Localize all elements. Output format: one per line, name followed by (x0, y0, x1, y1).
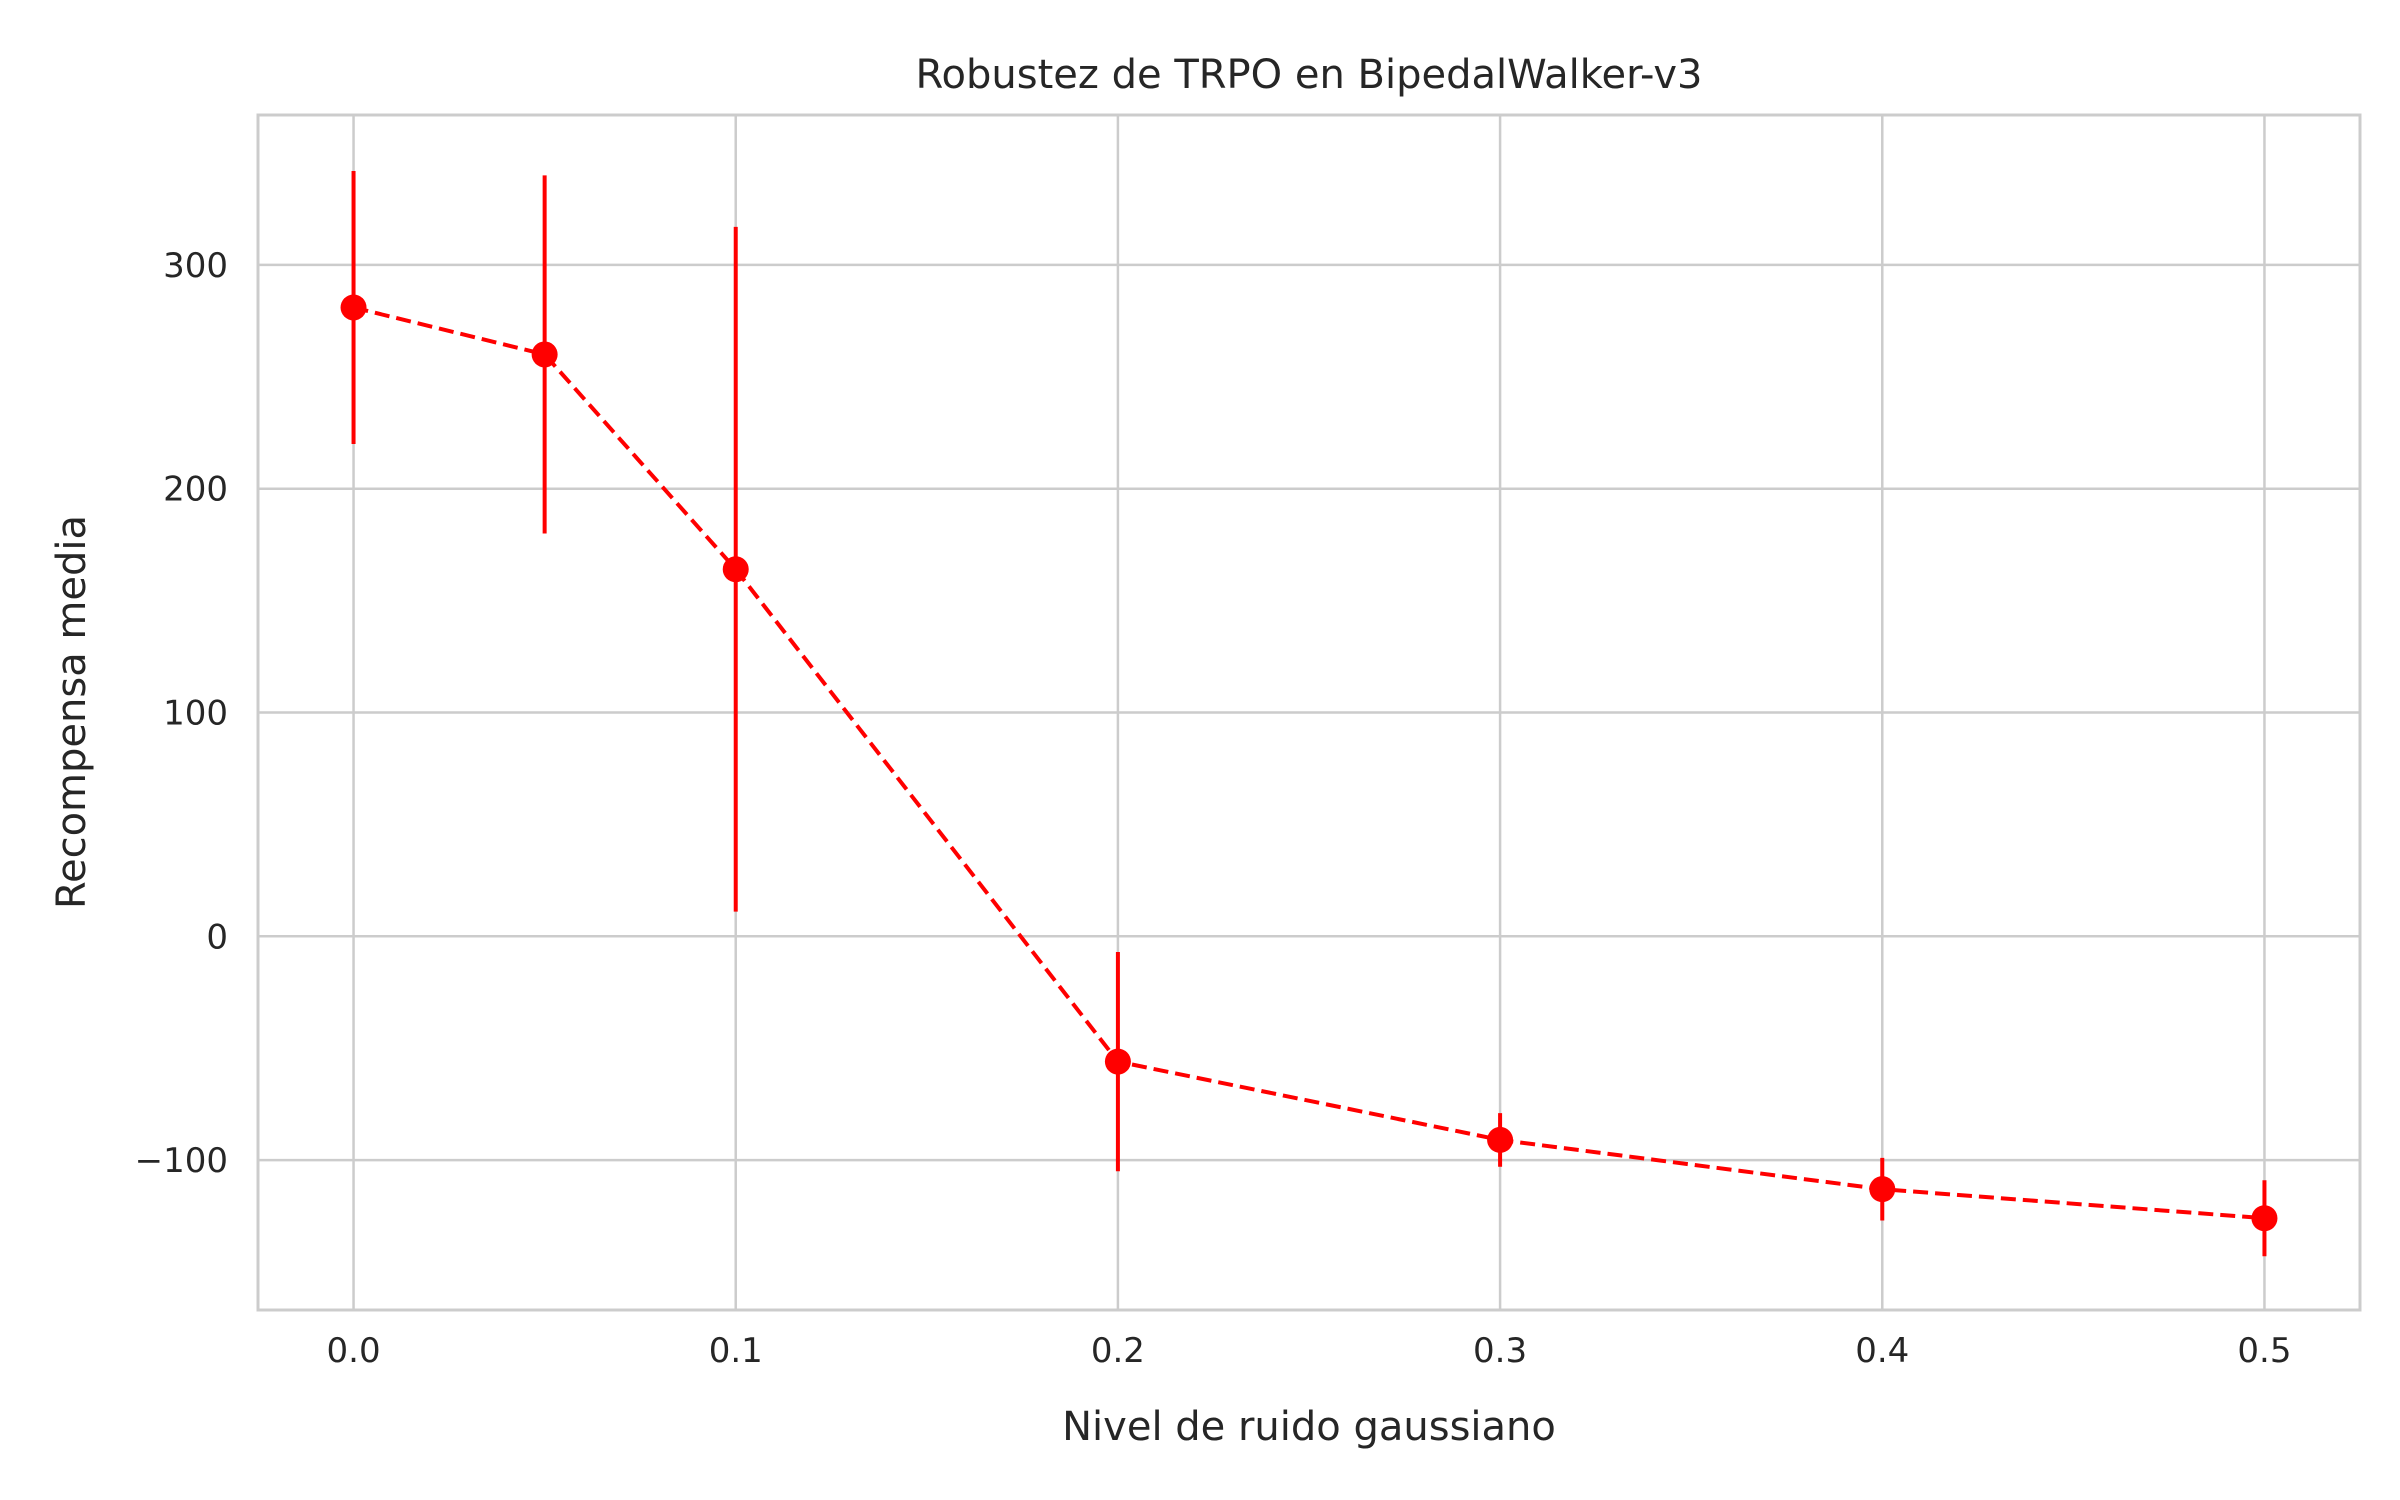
data-point (2251, 1205, 2278, 1232)
grid (258, 115, 2360, 1310)
data-point (722, 556, 749, 583)
y-axis-label: Recompensa media (49, 515, 95, 909)
y-tick-label: 200 (163, 470, 228, 510)
x-tick-label: 0.5 (2237, 1331, 2291, 1371)
data-point (1869, 1176, 1896, 1203)
y-tick-label: 300 (163, 246, 228, 286)
data-point (1487, 1126, 1514, 1153)
x-tick-label: 0.1 (709, 1331, 763, 1371)
data-point (1104, 1048, 1131, 1075)
y-tick-label: −100 (135, 1141, 228, 1181)
x-axis-label: Nivel de ruido gaussiano (1062, 1404, 1556, 1450)
x-tick-label: 0.2 (1091, 1331, 1145, 1371)
plot-frame (256, 113, 2362, 1312)
chart-title: Robustez de TRPO en BipedalWalker-v3 (916, 52, 1703, 98)
tick-labels: 0.0 0.1 0.2 0.3 0.4 0.5 −100 0 100 200 300 (135, 246, 2292, 1371)
data-point (340, 294, 367, 321)
x-tick-label: 0.0 (327, 1331, 381, 1371)
data-point (531, 341, 558, 368)
series-layer (340, 170, 2278, 1257)
y-tick-label: 100 (163, 694, 228, 734)
series-0 (340, 170, 2278, 1257)
x-tick-label: 0.4 (1855, 1331, 1909, 1371)
x-tick-label: 0.3 (1473, 1331, 1527, 1371)
y-tick-label: 0 (206, 917, 228, 957)
